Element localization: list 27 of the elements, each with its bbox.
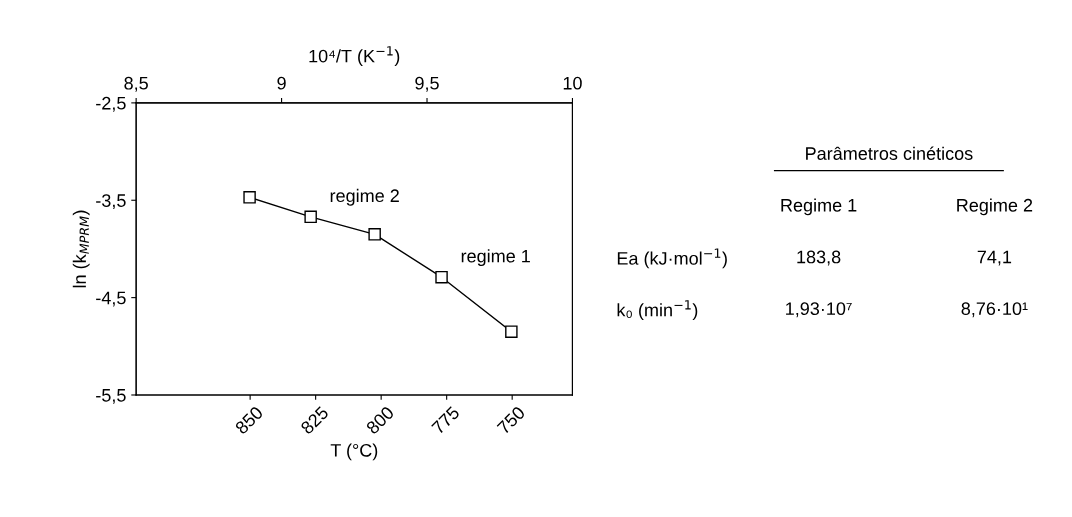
text: 183,8 <box>797 250 841 266</box>
text: 74,1 <box>977 250 1012 266</box>
x2-tick-label: 9 <box>277 76 286 90</box>
annotation: regime 1 <box>461 249 530 267</box>
x2-tick-label: 10 <box>563 76 582 90</box>
x2-axis-title: 10⁴/T (K$^{−1}$) <box>309 46 400 67</box>
text: Regime 2 <box>957 198 1033 216</box>
x-tick-label: 750 <box>496 405 526 435</box>
x-axis-title: T (°C) <box>330 443 378 461</box>
y-axis-title: ln (k$_{MPRM}$) <box>72 210 90 288</box>
y-tick-label: -2,5 <box>96 96 126 112</box>
annotation: regime 2 <box>330 188 399 206</box>
text: k₀ (min$^{−1}$) <box>617 300 698 321</box>
text: Ea (kJ·mol$^{−1}$) <box>617 248 727 269</box>
x2-tick-label: 8,5 <box>124 76 148 92</box>
y-tick-label: -4,5 <box>96 291 126 307</box>
text: Parâmetros cinéticos <box>806 146 973 160</box>
x-tick-label: 775 <box>431 405 461 435</box>
text: Regime 1 <box>781 198 857 216</box>
x-tick-label: 825 <box>299 405 330 435</box>
text: 8,76·10¹ <box>961 302 1028 318</box>
text: 1,93·10⁷ <box>786 302 852 318</box>
y-tick-label: -3,5 <box>96 194 126 210</box>
x-tick-label: 800 <box>365 405 395 435</box>
y-tick-label: -5,5 <box>96 389 126 404</box>
x-tick-label: 850 <box>234 405 264 435</box>
x2-tick-label: 9,5 <box>415 76 439 92</box>
